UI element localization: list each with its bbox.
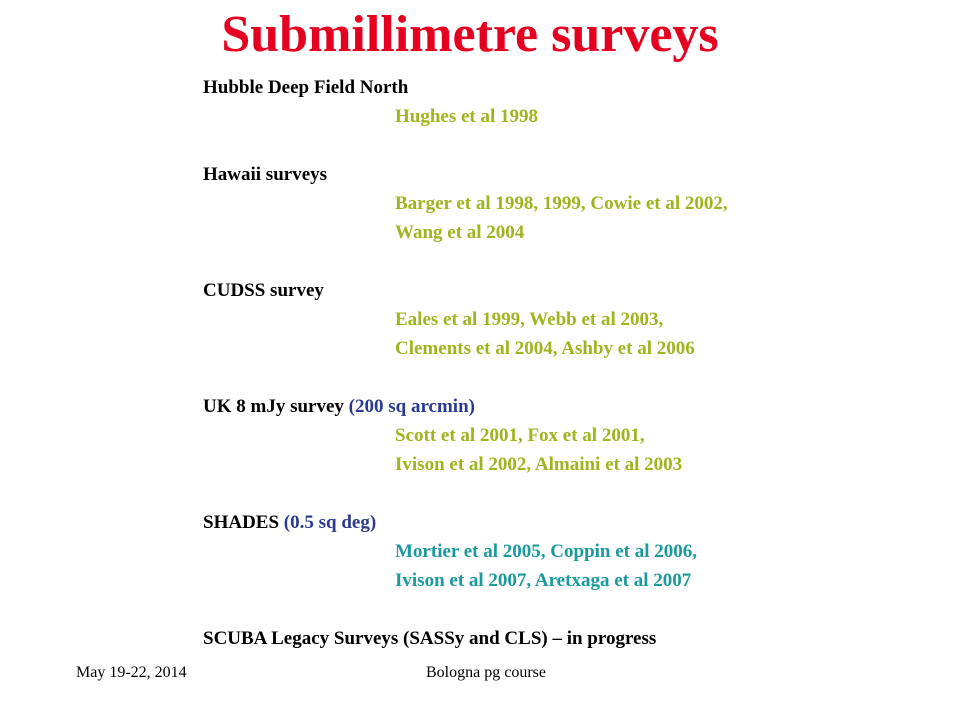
slide-title: Submillimetre surveys: [221, 6, 719, 63]
survey-area-note: (0.5 sq deg): [283, 512, 377, 533]
spacer: [203, 363, 728, 392]
footer-date: May 19-22, 2014: [76, 664, 187, 681]
survey-heading-hawaii: Hawaii surveys: [203, 160, 728, 189]
survey-heading-shades: SHADES (0.5 sq deg): [203, 508, 728, 537]
survey-reference: Wang et al 2004: [395, 222, 525, 243]
spacer: [203, 131, 728, 160]
survey-heading-text: SCUBA Legacy Surveys (SASSy and CLS) – i…: [203, 628, 657, 649]
survey-heading-text: Hubble Deep Field North: [203, 77, 409, 98]
survey-heading-text: UK 8 mJy survey: [203, 396, 344, 417]
survey-heading-hdfn: Hubble Deep Field North: [203, 73, 728, 102]
survey-reference: Barger et al 1998, 1999, Cowie et al 200…: [395, 193, 728, 214]
survey-list: Hubble Deep Field North Hughes et al 199…: [203, 73, 728, 653]
survey-heading-cudss: CUDSS survey: [203, 276, 728, 305]
survey-reference: Mortier et al 2005, Coppin et al 2006,: [395, 541, 698, 562]
survey-reference: Eales et al 1999, Webb et al 2003,: [395, 309, 664, 330]
survey-reference: Ivison et al 2007, Aretxaga et al 2007: [395, 570, 692, 591]
survey-area-note: (200 sq arcmin): [348, 396, 475, 417]
survey-heading-text: CUDSS survey: [203, 280, 324, 301]
survey-reference: Ivison et al 2002, Almaini et al 2003: [395, 454, 683, 475]
spacer: [203, 479, 728, 508]
survey-heading-text: SHADES: [203, 512, 280, 533]
survey-reference: Hughes et al 1998: [395, 106, 539, 127]
survey-heading-text: Hawaii surveys: [203, 164, 328, 185]
footer-course: Bologna pg course: [426, 664, 546, 681]
survey-heading-uk8mjy: UK 8 mJy survey (200 sq arcmin): [203, 392, 728, 421]
survey-reference: Scott et al 2001, Fox et al 2001,: [395, 425, 645, 446]
spacer: [203, 595, 728, 624]
survey-reference: Clements et al 2004, Ashby et al 2006: [395, 338, 695, 359]
spacer: [203, 247, 728, 276]
survey-heading-scuba-legacy: SCUBA Legacy Surveys (SASSy and CLS) – i…: [203, 624, 728, 653]
